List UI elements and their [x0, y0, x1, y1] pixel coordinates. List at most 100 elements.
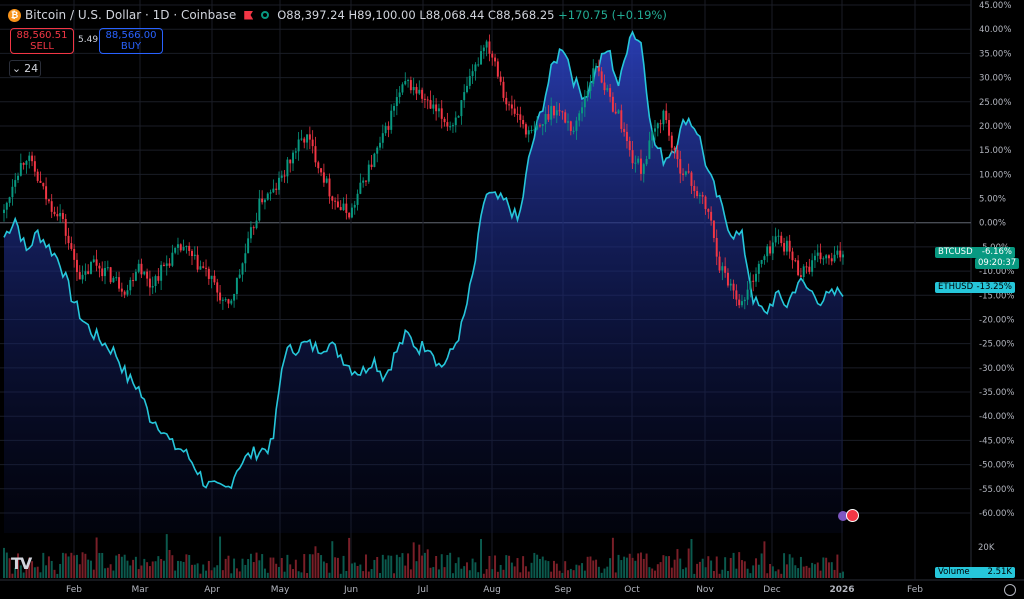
volume-bar — [816, 562, 819, 578]
btc-candle-body — [33, 161, 36, 172]
btc-candle-body — [741, 301, 743, 306]
btc-candle-body — [373, 153, 376, 167]
volume-bar — [8, 558, 11, 578]
btc-candle-body — [567, 121, 569, 123]
sell-button[interactable]: 88,560.51 SELL — [10, 28, 74, 54]
volume-bar — [777, 569, 780, 578]
volume-bar — [603, 568, 606, 578]
btc-candle-body — [581, 107, 584, 114]
volume-bar — [811, 562, 814, 578]
btc-candle-body — [168, 263, 171, 266]
btc-candle-body — [64, 218, 67, 236]
volume-bar — [104, 568, 106, 578]
tradingview-logo-icon[interactable]: TV — [11, 554, 32, 573]
btc-candle-body — [409, 80, 412, 91]
volume-bar — [480, 539, 483, 578]
buy-button[interactable]: 88,566.00 BUY — [99, 28, 163, 54]
volume-bar — [266, 572, 269, 578]
btc-candle-body — [249, 227, 252, 239]
btc-candle-body — [210, 275, 213, 279]
volume-bar — [676, 549, 679, 578]
btc-candle-body — [342, 203, 345, 211]
volume-bar — [499, 564, 502, 578]
btc-candle-body — [505, 97, 508, 105]
btc-candle-body — [84, 271, 87, 275]
volume-bar — [17, 553, 20, 578]
volume-bar — [715, 556, 718, 578]
btc-candle-body — [777, 235, 780, 237]
btc-candle-body — [825, 255, 828, 259]
btc-candle-body — [668, 120, 671, 136]
btc-candle-body — [78, 272, 81, 280]
btc-candle-body — [199, 266, 202, 270]
y-tick-label: -40.00% — [979, 412, 1014, 422]
btc-candle-body — [477, 64, 480, 66]
btc-candle-body — [8, 197, 11, 203]
volume-bar — [519, 572, 522, 578]
volume-bar — [221, 570, 224, 578]
volume-bar — [805, 565, 808, 578]
btc-candle-body — [73, 248, 76, 260]
btc-candle-body — [112, 277, 115, 283]
x-tick-label: Feb — [66, 585, 82, 595]
volume-bar — [530, 562, 533, 578]
btc-candle-body — [252, 227, 255, 229]
volume-bar — [642, 558, 645, 578]
btc-candle-body — [185, 245, 188, 247]
btc-candle-body — [460, 100, 463, 117]
btc-candle-body — [794, 260, 797, 262]
btc-candle-body — [134, 271, 137, 281]
btc-candle-body — [499, 76, 502, 82]
btc-candle-body — [842, 254, 844, 258]
btc-candle-body — [50, 201, 53, 212]
btc-candle-body — [292, 152, 294, 164]
volume-bar — [651, 568, 654, 578]
eth-series-line — [3, 30, 844, 490]
btc-candle-body — [648, 140, 651, 159]
volume-bar — [637, 553, 640, 578]
y-tick-label: 5.00% — [979, 195, 1006, 205]
btc-candle-body — [811, 260, 814, 272]
btc-candle-body — [451, 125, 454, 127]
volume-bar — [137, 569, 140, 578]
btc-candle-body — [693, 185, 696, 191]
events-icon[interactable] — [838, 509, 860, 523]
indicator-collapse-button[interactable]: ⌄ 24 — [9, 60, 41, 77]
symbol-title[interactable]: Bitcoin / U.S. Dollar · 1D · Coinbase — [25, 8, 237, 22]
volume-bar — [67, 556, 70, 578]
volume-bar — [774, 571, 777, 578]
volume-bar — [47, 556, 50, 578]
btc-candle-body — [423, 98, 426, 100]
volume-bar — [42, 552, 45, 578]
btc-candle-body — [191, 250, 193, 257]
volume-bar — [760, 553, 763, 578]
volume-bar — [550, 571, 553, 578]
volume-bar — [401, 553, 404, 578]
volume-bar — [662, 555, 665, 578]
y-tick-label: -55.00% — [979, 485, 1014, 495]
volume-bar — [564, 561, 567, 578]
volume-bar — [140, 565, 143, 578]
volume-bar — [440, 554, 443, 578]
volume-bar — [794, 565, 797, 578]
volume-bar — [502, 569, 505, 578]
flag-icon[interactable] — [244, 10, 254, 20]
volume-bar — [429, 567, 432, 578]
btc-candle-body — [331, 196, 334, 201]
volume-bar — [393, 573, 396, 578]
btc-candle-body — [339, 207, 342, 211]
volume-bar — [755, 558, 757, 578]
btc-candle-body — [221, 299, 224, 301]
btc-candle-body — [651, 131, 654, 141]
volume-bar — [224, 558, 227, 578]
btc-candle-body — [586, 90, 589, 97]
volume-bar — [280, 558, 283, 578]
settings-icon[interactable] — [1004, 584, 1016, 596]
btc-candle-body — [538, 125, 541, 127]
volume-bar — [384, 559, 387, 578]
btc-candle-body — [502, 81, 505, 98]
btc-candle-body — [457, 116, 460, 118]
volume-bar — [496, 571, 499, 578]
